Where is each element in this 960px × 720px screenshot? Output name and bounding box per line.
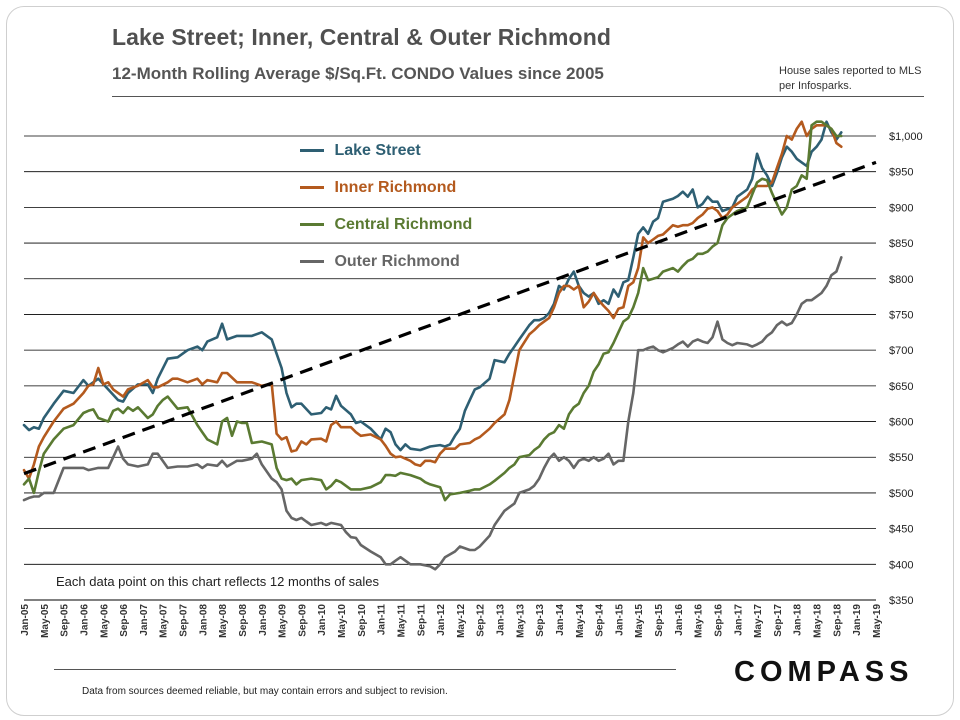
x-tick-label: Jan-07 (139, 604, 150, 636)
x-tick-label: May-13 (515, 604, 526, 638)
x-tick-label: May-09 (278, 604, 289, 638)
x-tick-label: Sep-11 (416, 604, 427, 637)
legend-swatch (300, 260, 324, 264)
legend-item-inner-richmond: Inner Richmond (300, 179, 456, 197)
x-tick-label: Jan-17 (733, 604, 744, 636)
x-tick-label: Sep-18 (832, 604, 843, 637)
x-tick-label: May-11 (396, 604, 407, 638)
y-tick-label: $450 (889, 524, 913, 536)
y-tick-label: $500 (889, 488, 913, 500)
legend-label: Central Richmond (334, 216, 473, 233)
x-tick-label: Jan-13 (496, 604, 507, 636)
y-tick-label: $700 (889, 345, 913, 357)
x-tick-label: Sep-07 (179, 604, 190, 637)
x-tick-label: May-08 (218, 604, 229, 638)
x-tick-label: May-10 (337, 604, 348, 638)
chart-title: Lake Street; Inner, Central & Outer Rich… (112, 24, 612, 50)
x-tick-label: Jan-15 (614, 604, 625, 636)
legend-swatch (300, 149, 324, 153)
x-tick-label: May-19 (872, 604, 883, 638)
x-tick-label: May-16 (694, 604, 705, 638)
chart-annotation: Each data point on this chart reflects 1… (56, 574, 380, 589)
x-tick-label: May-06 (99, 604, 110, 638)
x-tick-label: May-15 (634, 604, 645, 638)
y-tick-label: $850 (889, 238, 913, 250)
x-tick-label: Jan-11 (377, 604, 388, 636)
legend-swatch (300, 186, 324, 190)
y-tick-label: $1,000 (889, 131, 923, 143)
legend-label: Inner Richmond (334, 179, 457, 196)
y-tick-label: $900 (889, 202, 913, 214)
y-tick-label: $400 (889, 559, 913, 571)
y-tick-label: $350 (889, 595, 913, 607)
series-line-central-richmond (22, 120, 843, 502)
legend-item-lake-street: Lake Street (300, 142, 421, 160)
legend-label: Lake Street (334, 142, 421, 159)
x-tick-label: Sep-14 (595, 604, 606, 637)
y-tick-label: $550 (889, 452, 913, 464)
x-tick-label: May-05 (40, 604, 51, 638)
y-tick-label: $750 (889, 309, 913, 321)
x-tick-label: Jan-10 (317, 604, 328, 636)
x-tick-label: Sep-13 (535, 604, 546, 637)
slide-frame (6, 6, 954, 716)
x-tick-label: Sep-15 (654, 604, 665, 637)
x-tick-label: Sep-09 (297, 604, 308, 637)
x-tick-label: Sep-10 (357, 604, 368, 637)
legend-item-outer-richmond: Outer Richmond (300, 253, 460, 271)
x-tick-label: Sep-16 (713, 604, 724, 637)
x-tick-label: Jan-08 (198, 604, 209, 636)
series-line-outer-richmond (22, 256, 843, 571)
x-tick-label: May-07 (159, 604, 170, 638)
compass-logo: COMPASS (734, 656, 914, 688)
trend-line (23, 160, 877, 476)
x-tick-label: Sep-06 (119, 604, 130, 637)
y-tick-label: $950 (889, 167, 913, 179)
x-tick-label: May-14 (575, 604, 586, 638)
footer-divider (54, 669, 676, 670)
x-tick-label: Jan-14 (555, 604, 566, 636)
y-tick-label: $650 (889, 381, 913, 393)
legend-label: Outer Richmond (334, 253, 460, 270)
x-tick-label: Jan-09 (258, 604, 269, 636)
source-note: House sales reported to MLS per Infospar… (779, 65, 922, 92)
x-tick-label: Jan-18 (793, 604, 804, 636)
x-tick-label: Jan-19 (852, 604, 863, 636)
chart-subtitle: 12-Month Rolling Average $/Sq.Ft. CONDO … (112, 64, 604, 83)
x-tick-label: May-18 (813, 604, 824, 638)
legend-item-central-richmond: Central Richmond (300, 216, 472, 234)
legend-swatch (300, 223, 324, 227)
series-line-lake-street (22, 120, 843, 452)
x-tick-label: Sep-12 (476, 604, 487, 637)
y-tick-label: $600 (889, 417, 913, 429)
x-tick-label: Sep-17 (773, 604, 784, 637)
x-tick-label: Jan-12 (436, 604, 447, 636)
series-line-inner-richmond (22, 120, 843, 480)
disclaimer: Data from sources deemed reliable, but m… (82, 686, 448, 697)
x-tick-label: Jan-05 (20, 604, 31, 636)
header-divider (112, 96, 924, 97)
x-tick-label: Sep-05 (60, 604, 71, 637)
x-tick-label: May-17 (753, 604, 764, 638)
x-tick-label: Jan-16 (674, 604, 685, 636)
x-tick-label: Jan-06 (79, 604, 90, 636)
x-tick-label: May-12 (456, 604, 467, 638)
y-tick-label: $800 (889, 274, 913, 286)
x-tick-label: Sep-08 (238, 604, 249, 637)
